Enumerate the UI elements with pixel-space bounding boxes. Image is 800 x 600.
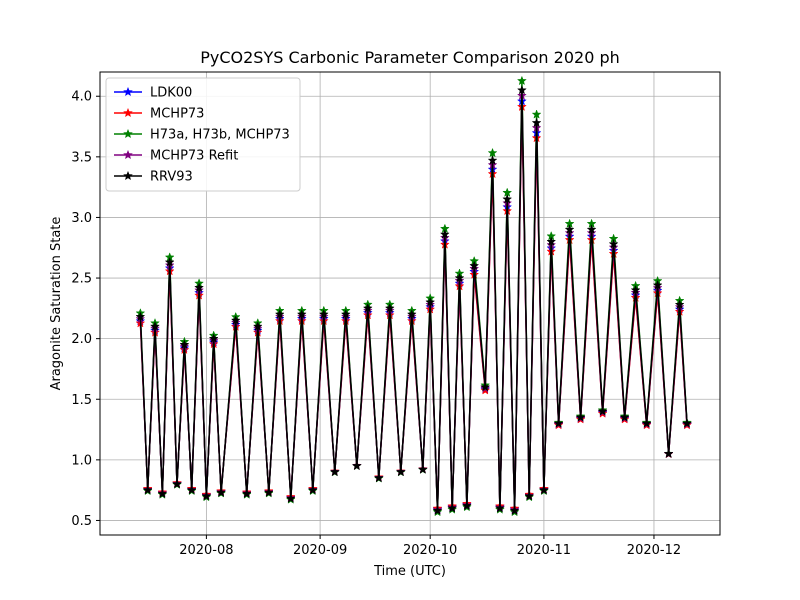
data-point <box>619 412 630 422</box>
data-point <box>461 500 472 511</box>
data-point <box>586 224 597 234</box>
legend: LDK00 MCHP73 H73a, H73b, MCHP73 MCHP73 Refi… <box>105 77 301 192</box>
x-tick-label: 2020-08 <box>179 543 233 558</box>
data-point <box>362 303 373 313</box>
data-point <box>447 503 458 513</box>
data-point <box>641 418 652 428</box>
y-tick-label: 4.0 <box>71 90 92 105</box>
legend-entry-label: MCHP73 <box>150 107 204 122</box>
data-point <box>487 155 498 165</box>
data-point <box>194 282 204 292</box>
data-point <box>469 260 480 271</box>
data-point <box>531 109 542 119</box>
data-point <box>417 464 428 474</box>
data-point <box>179 339 190 349</box>
data-point <box>487 147 498 158</box>
data-point <box>216 487 226 497</box>
data-point <box>509 505 520 515</box>
data-point <box>608 238 619 249</box>
data-point <box>546 236 557 246</box>
y-tick-label: 1.0 <box>71 453 92 468</box>
data-point <box>252 321 263 331</box>
data-point <box>263 487 274 497</box>
x-axis-label: Time (UTC) <box>373 564 446 579</box>
data-point <box>164 257 175 267</box>
data-point <box>553 418 564 428</box>
data-point <box>652 280 663 290</box>
x-tick-label: 2020-09 <box>293 543 347 558</box>
x-tick-label: 2020-10 <box>403 543 457 558</box>
data-point <box>274 309 285 319</box>
series-rrv93 <box>135 84 692 515</box>
plot-area-frame <box>99 71 721 536</box>
data-point <box>157 488 168 498</box>
data-point <box>439 229 450 239</box>
data-point <box>630 284 641 295</box>
data-point <box>208 333 219 343</box>
data-point <box>516 84 527 95</box>
data-point <box>663 448 674 458</box>
chart-title: PyCO2SYS Carbonic Parameter Comparison 2… <box>200 48 620 67</box>
data-point <box>406 309 417 319</box>
data-point <box>674 299 685 309</box>
legend-marker <box>123 107 133 118</box>
data-point <box>135 311 146 322</box>
ticks: 0.5 1.0 1.5 2.0 2.5 3.0 3.5 4.0 2020-08 2020-09 20… <box>71 90 681 558</box>
y-tick-label: 3.5 <box>71 150 92 165</box>
data-point <box>538 484 549 495</box>
data-point <box>531 117 542 128</box>
data-point <box>186 484 197 495</box>
y-tick-label: 1.5 <box>71 393 92 408</box>
y-axis-label: Aragonite Saturation State <box>49 217 64 391</box>
y-tick-label: 3.0 <box>71 211 92 226</box>
legend-marker <box>123 86 133 97</box>
x-tick-label: 2020-12 <box>627 543 681 558</box>
data-point <box>564 224 575 234</box>
data-point <box>172 478 182 489</box>
data-point <box>241 488 252 498</box>
data-point <box>142 484 153 495</box>
data-point <box>502 194 513 204</box>
legend-box <box>105 77 301 192</box>
data-point <box>329 466 340 477</box>
legend-entry-label: RRV93 <box>150 170 193 185</box>
data-point <box>296 309 307 319</box>
data-point <box>318 309 329 319</box>
data-point <box>432 505 443 515</box>
data-point <box>575 412 586 422</box>
legend-entry-label: H73a, H73b, MCHP73 <box>150 128 290 143</box>
y-tick-label: 2.5 <box>71 272 92 287</box>
data-point <box>373 472 384 483</box>
legend-marker <box>123 149 133 160</box>
data-point <box>524 490 535 501</box>
x-tick-label: 2020-11 <box>517 543 571 558</box>
data-point <box>494 503 505 513</box>
data-point <box>351 460 362 471</box>
data-point <box>307 484 318 495</box>
data-point <box>340 309 351 319</box>
data-point <box>597 406 608 416</box>
data-point <box>454 272 465 283</box>
data-point <box>384 303 395 313</box>
data-point <box>480 381 491 392</box>
series-line <box>139 90 688 511</box>
legend-marker <box>123 128 133 139</box>
legend-entry-label: MCHP73 Refit <box>150 149 238 164</box>
y-tick-label: 2.0 <box>71 332 92 347</box>
legend-entry-label: LDK00 <box>150 86 192 101</box>
data-point <box>230 315 241 325</box>
data-point <box>395 466 406 477</box>
data-point <box>516 75 527 86</box>
data-point <box>201 490 212 501</box>
data-point <box>150 321 160 331</box>
y-tick-label: 0.5 <box>71 514 92 529</box>
data-point <box>425 297 436 307</box>
series-layer <box>135 75 692 517</box>
data-point <box>682 418 692 428</box>
legend-marker <box>123 170 133 181</box>
data-point <box>285 493 296 503</box>
